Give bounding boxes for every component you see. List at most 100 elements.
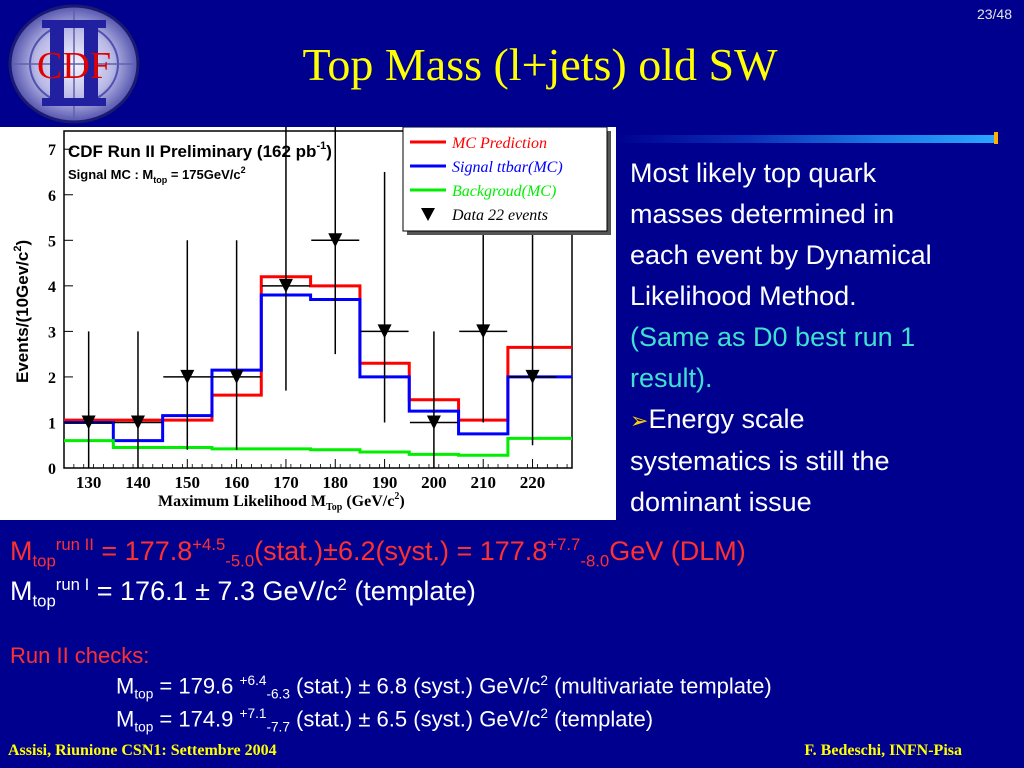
legend-label: Signal ttbar(MC) [452,159,563,176]
data-marker-icon [81,415,96,430]
x-axis-label-text: Maximum Likelihood M [158,493,326,510]
legend-label: Backgroud(MC) [452,183,556,200]
series-line-2 [64,436,572,457]
check-item: Mtop = 179.6 +6.4-6.3 (stat.) ± 6.8 (sys… [116,673,772,702]
logo-letters: CDF [37,45,111,87]
check-value: = 174.9 [153,706,240,732]
side-text-line: Most likely top quark [630,158,877,188]
chart-subtitle-end: = 175GeV/c [167,167,240,182]
result-template-text: = 176.1 ± 7.3 GeV/c [89,576,338,606]
histogram-panel: 130 140 150 160 170 180 190 200 210 220 0 1 2 3 4 5 6 7 C… [0,127,616,520]
chart-title-text: CDF Run II Preliminary (162 pb [68,142,316,161]
check-text: (stat.) ± 6.5 (syst.) GeV/c [289,706,541,732]
x-tick-label: 160 [224,473,250,492]
check-label-sub: top [134,719,154,735]
check-up: +6.4 [239,673,267,688]
x-tick-label: 190 [372,473,398,492]
check-down: -6.3 [266,686,290,702]
result-dlm-label-sup: run II [55,535,94,554]
data-marker-icon [476,324,491,339]
side-bullet-line: systematics is still the [630,441,1018,482]
legend-item: Backgroud(MC) [410,183,556,200]
data-marker-icon [328,233,343,248]
slide-number: 23/48 [976,6,1012,22]
histogram-chart: 130 140 150 160 170 180 190 200 210 220 0 1 2 3 4 5 6 7 C… [12,127,611,513]
y-tick-label: 1 [48,415,56,432]
y-tick-label: 5 [48,233,56,250]
x-tick-label: 210 [470,473,496,492]
chart-title: CDF Run II Preliminary (162 pb-1) [68,140,332,161]
cdf-run2-logo-icon: CDF [8,4,140,124]
side-bullet-text: Energy scale [648,404,805,434]
slide-title: Top Mass (l+jets) old SW [302,39,778,90]
x-tick-label: 130 [76,473,102,492]
data-point [163,240,212,450]
result-template-exp: 2 [337,575,347,594]
legend-marker-icon [421,208,435,221]
decorative-tick [994,132,998,144]
data-point [311,127,360,355]
check-label: M [116,673,135,699]
y-tick-label: 3 [48,324,56,341]
check-exp: 2 [540,673,548,688]
data-point [212,240,261,450]
result-dlm-value: = 177.8 [93,536,193,566]
result-dlm-unit: GeV (DLM) [609,536,746,566]
legend-box [402,127,608,232]
result-dlm-label-sub: top [32,551,56,571]
y-axis-label-sup: 2 [12,246,24,252]
y-axis-label: Events/(10Gev/c2) [12,240,32,383]
x-tick-label: 170 [273,473,299,492]
result-dlm-stat-down: -5.0 [225,551,255,571]
data-marker-icon [130,415,145,430]
data-marker-icon [229,369,244,384]
result-dlm-tot-down: -8.0 [580,551,610,571]
side-text-line: each event by Dynamical [630,240,932,270]
result-dlm-tot-up: +7.7 [547,535,581,554]
legend-item: Data 22 events [421,207,548,224]
chart-subtitle-sub: top [153,175,167,185]
result-template: Mtoprun I = 176.1 ± 7.3 GeV/c2 (template… [10,575,476,611]
chart-subtitle: Signal MC : Mtop = 175GeV/c2 [68,165,246,185]
check-tail: (multivariate template) [547,673,772,699]
x-tick-label: 180 [323,473,349,492]
footer-left: Assisi, Riunione CSN1: Settembre 2004 [8,742,277,759]
side-bullet-text: dominant issue [630,487,812,517]
check-exp: 2 [540,706,548,721]
y-tick-label: 4 [48,279,56,296]
side-note-line: result). [630,363,713,393]
x-tick-label: 150 [175,473,201,492]
y-tick-label: 6 [48,188,56,205]
x-tick-label: 200 [421,473,447,492]
x-axis-label-sup: 2 [394,491,399,502]
check-down: -7.7 [266,719,290,735]
legend-label: MC Prediction [451,135,547,152]
y-axis-label-close: ) [13,240,32,246]
data-point [261,127,310,391]
data-marker-icon [278,278,293,293]
y-tick-label: 7 [48,142,56,159]
data-point [409,331,458,468]
x-axis-label-end: (GeV/c [342,493,394,510]
x-axis-label: Maximum Likelihood MTop (GeV/c2) [158,491,405,513]
checks-heading: Run II checks: [10,643,150,668]
side-description: Most likely top quark masses determined i… [630,153,1018,523]
check-label-sub: top [134,686,154,702]
result-dlm: Mtoprun II = 177.8+4.5-5.0(stat.)±6.2(sy… [10,535,746,571]
result-template-label: M [10,576,33,606]
result-template-label-sup: run I [55,575,90,594]
series-line-1 [64,293,572,443]
chart-subtitle-text: Signal MC : M [68,167,153,182]
data-point [360,171,409,423]
footer-right: F. Bedeschi, INFN-Pisa [804,742,962,759]
chart-subtitle-sup: 2 [241,165,246,175]
side-note-line: (Same as D0 best run 1 [630,322,916,352]
chart-title-sup: -1 [316,140,326,152]
check-tail: (template) [547,706,654,732]
side-text-line: masses determined in [630,199,895,229]
x-axis-label-close: ) [399,493,404,510]
x-tick-label: 220 [520,473,546,492]
side-bullet-text: systematics is still the [630,446,890,476]
x-tick-label: 140 [125,473,151,492]
check-up: +7.1 [239,706,267,721]
